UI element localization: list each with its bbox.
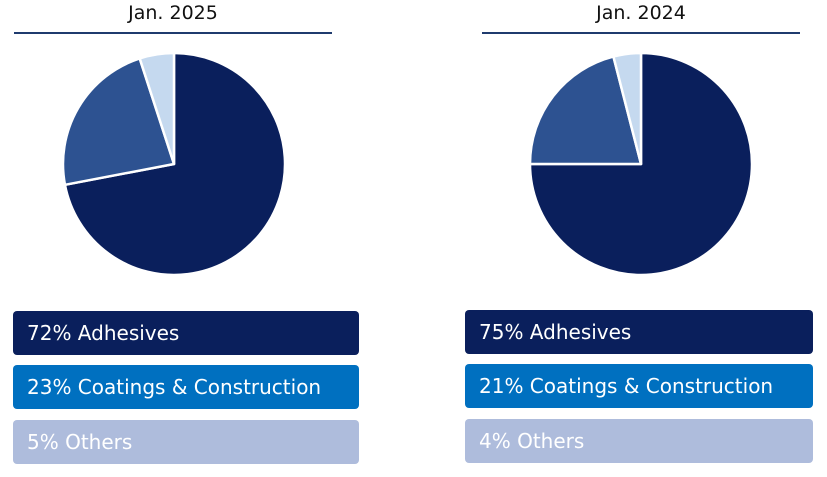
pie-chart-2024 (528, 51, 754, 277)
legend-label-adhesives-2024: 75% Adhesives (465, 310, 813, 354)
pie-slice-coatings-2025 (61, 57, 176, 187)
pie-slice-coatings-2024 (528, 55, 643, 166)
pie-slice-others-2025 (138, 51, 176, 166)
legend-label-adhesives-2025: 72% Adhesives (13, 311, 359, 355)
legend-label-coatings-2025: 23% Coatings & Construction (13, 365, 359, 409)
legend-label-others-2025: 5% Others (13, 420, 359, 464)
title-underline-2024 (482, 32, 800, 34)
pie-slice-others-2024 (612, 51, 643, 166)
chart-title-2024: Jan. 2024 (596, 2, 686, 24)
legend-label-others-2024: 4% Others (465, 419, 813, 463)
chart-title-2025: Jan. 2025 (128, 2, 218, 24)
title-underline-2025 (14, 32, 332, 34)
pie-chart-2025 (61, 51, 287, 277)
legend-label-coatings-2024: 21% Coatings & Construction (465, 364, 813, 408)
